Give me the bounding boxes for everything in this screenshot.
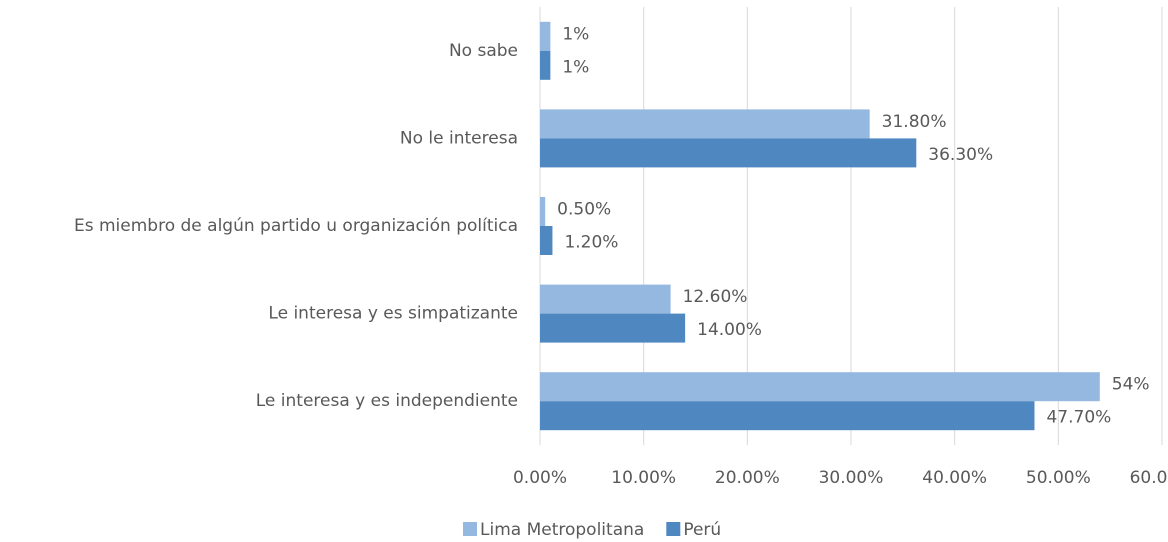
data-label: 47.70%	[1046, 408, 1111, 428]
data-label: 1.20%	[564, 233, 618, 253]
legend-label: Perú	[683, 520, 721, 540]
data-label: 0.50%	[557, 200, 611, 220]
x-tick-label: 30.00%	[819, 468, 884, 488]
bar	[540, 197, 546, 226]
bar	[540, 284, 671, 314]
data-label: 36.30%	[928, 145, 993, 165]
x-tick-label: 20.00%	[715, 468, 780, 488]
bar	[540, 138, 917, 168]
legend-swatch	[666, 522, 681, 536]
y-tick-label: No le interesa	[400, 128, 518, 148]
data-label: 1%	[562, 57, 589, 77]
bar	[540, 50, 551, 80]
y-tick-label: Le interesa y es simpatizante	[268, 304, 518, 324]
y-tick-label: Le interesa y es independiente	[256, 391, 518, 411]
legend-swatch	[463, 522, 477, 536]
y-tick-label: No sabe	[449, 41, 518, 61]
bar	[540, 109, 870, 139]
data-label: 1%	[562, 24, 589, 44]
data-label: 14.00%	[697, 320, 762, 340]
bar	[540, 21, 551, 51]
data-label: 31.80%	[882, 112, 947, 132]
x-tick-label: 40.00%	[922, 468, 987, 488]
bar	[540, 401, 1035, 431]
bar	[540, 313, 686, 343]
x-tick-label: 50.00%	[1026, 468, 1091, 488]
bar	[540, 372, 1100, 402]
bar	[540, 226, 553, 255]
y-tick-label: Es miembro de algún partido u organizaci…	[74, 216, 518, 236]
x-tick-label: 0.00%	[513, 468, 567, 488]
data-label: 54%	[1112, 375, 1150, 395]
x-tick-label: 10.00%	[611, 468, 676, 488]
x-tick-label: 60.00%	[1130, 468, 1168, 488]
data-label: 12.60%	[683, 287, 748, 307]
legend-label: Lima Metropolitana	[480, 520, 644, 540]
